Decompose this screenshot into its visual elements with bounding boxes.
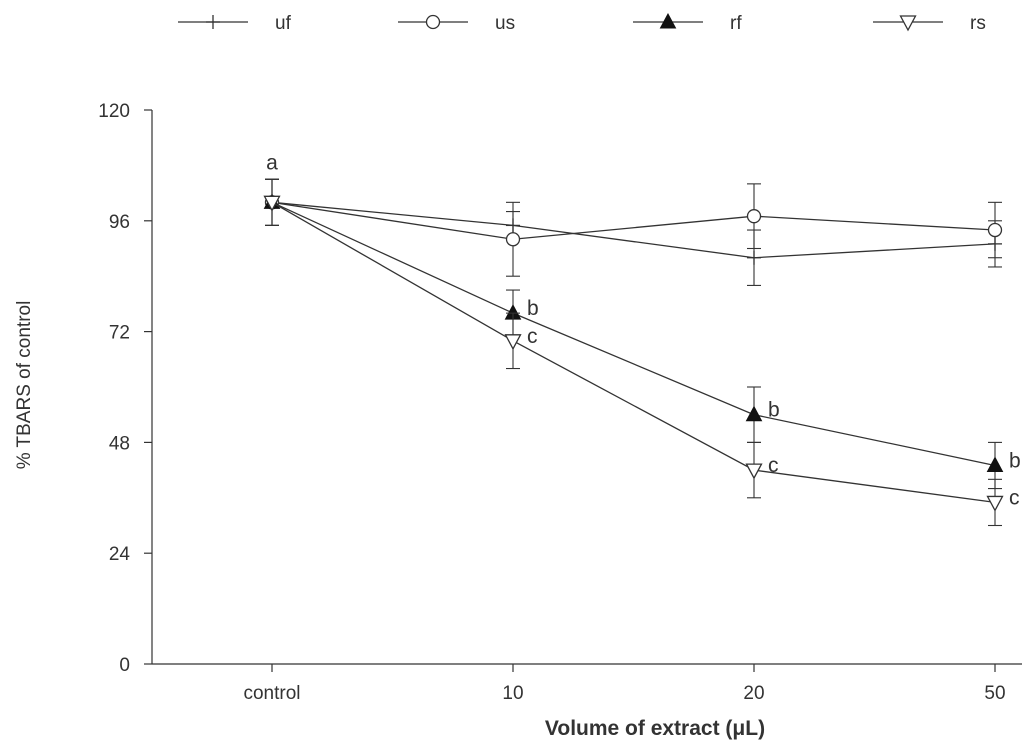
y-axis-label: % TBARS of control [14,301,35,470]
x-axis-label: Volume of extract (μL) [545,717,765,740]
annotation-label: c [768,454,779,477]
x-tick-label: 10 [502,683,523,704]
legend-marker-us [425,14,441,30]
y-tick-label: 120 [98,101,130,122]
series-rs [263,178,1004,527]
series-line-us [271,201,996,240]
annotation-label: b [768,399,780,422]
annotation-label: a [266,151,278,174]
data-point-rs [504,334,522,351]
legend-marker-uf [206,15,220,29]
x-tick-label: 50 [984,683,1005,704]
annotation-label: c [1009,486,1020,509]
legend-label-uf: uf [275,13,292,34]
legend-label-us: us [495,13,515,34]
legend-marker-rs [899,15,917,32]
x-tick-label: 20 [743,683,764,704]
y-tick-label: 24 [109,544,131,565]
data-point-rf [986,456,1004,472]
legend-marker-rf [659,12,677,29]
series-uf [265,178,1002,286]
legend-item-uf: uf [178,13,292,34]
legend-label-rf: rf [730,13,742,34]
annotation-label: c [527,325,538,348]
annotation-label: b [527,297,539,320]
series-line-rs [271,201,996,504]
legend-item-rs: rs [873,13,986,34]
y-tick-label: 48 [109,433,130,454]
data-point-rs [745,463,763,480]
chart-legend: uf us rf rs [178,12,986,34]
series-rf [263,178,1004,490]
annotation-label: b [1009,449,1021,472]
data-point-us [505,232,521,247]
x-tick-label: control [243,683,300,704]
y-tick-label: 96 [109,212,130,233]
series-line-rf [271,201,996,467]
y-tick-label: 0 [119,655,130,676]
data-point-rs [263,195,281,212]
legend-item-rf: rf [633,12,742,34]
legend-label-rs: rs [970,13,986,34]
chart-series [263,178,1004,527]
data-point-rf [745,405,763,422]
data-point-uf [747,250,761,265]
chart-axes: 0 24 48 72 96 120 control 10 20 50 [98,101,1022,704]
data-point-rs [986,495,1004,512]
data-point-us [746,209,762,224]
legend-item-us: us [398,13,515,34]
y-tick-label: 72 [109,323,130,344]
data-point-us [987,222,1003,238]
series-line-uf [271,201,996,259]
